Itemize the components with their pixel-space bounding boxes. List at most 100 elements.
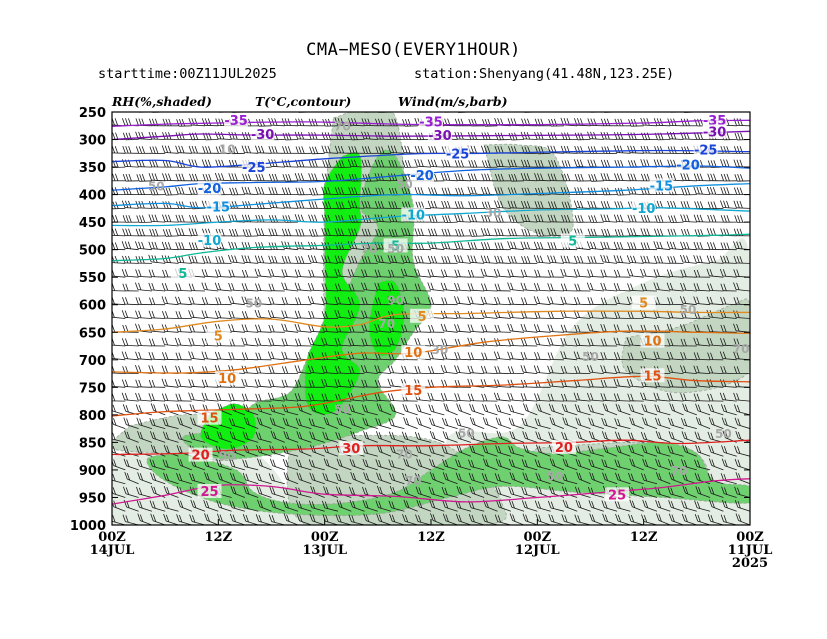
- wind-barb-feather: [673, 187, 677, 195]
- wind-barb-feather: [191, 283, 195, 291]
- wind-barb-feather: [653, 159, 657, 167]
- wind-barb-feather: [269, 417, 274, 425]
- wind-barb-feather: [445, 404, 450, 412]
- wind-barb: [417, 372, 432, 374]
- wind-barb-feather: [420, 187, 424, 195]
- wind-barb-feather: [255, 352, 259, 360]
- wind-barb: [337, 193, 352, 195]
- wind-barb-feather: [202, 146, 206, 154]
- wind-barb-feather: [526, 159, 531, 168]
- wind-barb-feather: [536, 255, 541, 263]
- wind-barb-feather: [457, 459, 462, 468]
- wind-barb-feather: [314, 132, 318, 140]
- wind-barb-feather: [472, 417, 476, 426]
- wind-barb: [483, 385, 498, 388]
- wind-barb-feather: [482, 445, 486, 453]
- wind-barb-feather: [128, 215, 132, 223]
- wind-barb-feather: [537, 418, 541, 427]
- wind-barb-feather: [259, 487, 263, 495]
- wind-barb-feather: [433, 112, 434, 113]
- wind-barb-feather: [736, 200, 740, 209]
- wind-barb: [390, 261, 405, 264]
- wind-barb-feather: [721, 404, 725, 412]
- wind-barb-feather: [123, 458, 127, 466]
- wind-barb-feather: [620, 159, 624, 168]
- wind-barb-feather: [377, 365, 381, 373]
- wind-barb-feather: [591, 215, 595, 223]
- wind-barb-feather: [321, 365, 325, 373]
- wind-barb-feather: [257, 268, 261, 277]
- wind-barb: [337, 357, 352, 361]
- wind-barb: [270, 358, 285, 361]
- wind-barb-feather: [354, 159, 358, 167]
- wind-barb-feather: [577, 283, 581, 291]
- wind-barb-feather: [418, 404, 422, 413]
- wind-barb-feather: [178, 393, 182, 401]
- wind-barb-feather: [141, 173, 146, 182]
- wind-barb-feather: [649, 112, 650, 113]
- wind-barb: [459, 492, 472, 498]
- wind-barb-feather: [510, 112, 512, 113]
- wind-barb-feather: [707, 431, 711, 440]
- wind-barb-feather: [693, 173, 698, 181]
- wind-barb-feather: [433, 187, 438, 195]
- wind-barb-feather: [297, 214, 301, 222]
- wind-barb: [511, 465, 525, 471]
- wind-barb-feather: [162, 310, 166, 319]
- wind-barb: [589, 371, 604, 374]
- wind-barb-feather: [245, 501, 249, 509]
- wind-barb: [456, 302, 471, 306]
- wind-barb: [164, 261, 179, 264]
- wind-barb-feather: [507, 310, 511, 318]
- wind-barb-feather: [711, 487, 715, 495]
- wind-barb-feather: [520, 393, 524, 401]
- wind-barb: [165, 438, 179, 443]
- wind-barb: [178, 290, 192, 292]
- wind-barb-feather: [325, 404, 329, 412]
- wind-barb-feather: [391, 159, 395, 168]
- wind-barb-feather: [603, 393, 607, 401]
- wind-barb-feather: [567, 105, 570, 112]
- wind-barb-feather: [154, 112, 156, 113]
- wind-barb-feather: [670, 379, 674, 388]
- wind-barb-feather: [481, 283, 485, 291]
- wind-barb-feather: [428, 445, 432, 453]
- wind-barb: [417, 235, 432, 237]
- wind-barb-feather: [414, 145, 418, 154]
- wind-barb-feather: [720, 296, 724, 305]
- wind-barb: [231, 400, 245, 402]
- wind-barb-feather: [256, 417, 261, 425]
- wind-barb-feather: [454, 241, 458, 249]
- wind-barb-feather: [268, 200, 272, 208]
- wind-barb-feather: [214, 310, 219, 318]
- wind-barb-feather: [617, 118, 621, 127]
- wind-barb: [137, 289, 152, 292]
- wind-barb-feather: [467, 337, 471, 345]
- wind-barb-feather: [281, 282, 285, 290]
- wind-barb-feather: [122, 296, 126, 305]
- wind-barb-feather: [669, 282, 674, 291]
- wind-barb-feather: [310, 485, 314, 494]
- wind-barb: [390, 400, 405, 402]
- wind-barb-feather: [136, 174, 140, 182]
- wind-barb: [324, 372, 339, 374]
- wind-barb: [550, 248, 564, 251]
- wind-barb-feather: [548, 444, 553, 453]
- wind-barb-feather: [122, 324, 126, 333]
- wind-barb-feather: [508, 215, 512, 223]
- wind-barb-feather: [577, 366, 581, 374]
- wind-barb-feather: [618, 404, 622, 412]
- wind-barb: [364, 345, 378, 347]
- wind-barb-feather: [402, 486, 406, 494]
- wind-barb-feather: [576, 471, 580, 480]
- wind-barb-feather: [298, 112, 299, 113]
- wind-barb-feather: [322, 201, 326, 209]
- wind-barb-feather: [582, 112, 584, 113]
- wind-barb: [180, 465, 192, 471]
- wind-barb-feather: [673, 146, 677, 154]
- wind-barb-feather: [255, 472, 259, 481]
- wind-barb-feather: [707, 201, 711, 209]
- wind-barb-feather: [405, 105, 408, 112]
- wind-barb-feather: [696, 242, 700, 250]
- wind-barb-feather: [641, 173, 645, 182]
